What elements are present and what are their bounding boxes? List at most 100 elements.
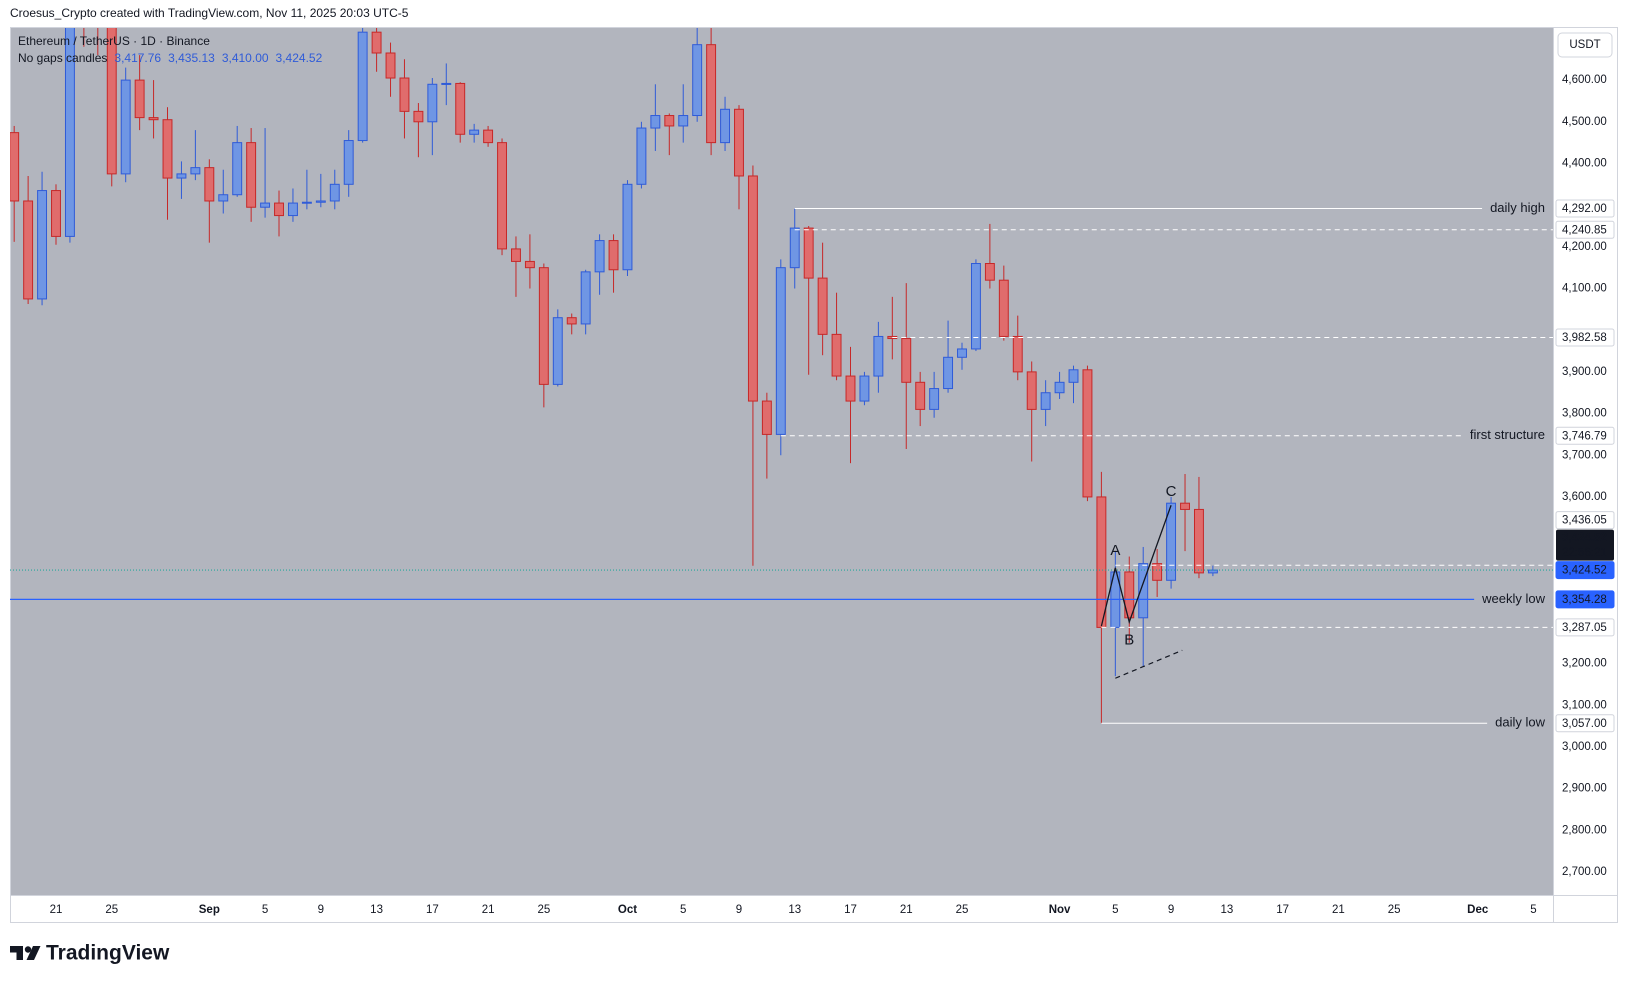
x-tick-label: 13	[788, 904, 801, 916]
level-text: daily high	[1490, 200, 1545, 215]
candle-body	[706, 44, 717, 144]
candle-body	[51, 190, 61, 237]
x-tick-label: 5	[1530, 904, 1536, 916]
currency[interactable]: USDT	[1569, 39, 1600, 51]
candle-body	[483, 129, 494, 144]
candle-body	[120, 79, 131, 175]
header-text: Croesus_Crypto created with TradingView.…	[10, 6, 409, 20]
pattern-label: A	[1110, 542, 1120, 559]
candle-body	[1193, 508, 1204, 574]
candle-body	[23, 200, 34, 300]
y-tick-label: 4,400.00	[1562, 158, 1607, 170]
x-tick-label: 21	[900, 904, 913, 916]
candle-body	[566, 317, 577, 325]
x-tick-label: 25	[1388, 904, 1401, 916]
x-tick-label: 9	[318, 904, 324, 916]
pattern-label: B	[1124, 632, 1134, 649]
price-label: 3,354.28	[1562, 594, 1607, 606]
candle-body	[524, 260, 535, 269]
candle-body	[775, 267, 786, 435]
candle-body	[497, 142, 507, 250]
price-label: 3,287.05	[1562, 622, 1607, 634]
candle-body	[1012, 335, 1023, 373]
x-tick-label: 5	[1112, 904, 1118, 916]
y-tick-label: 3,800.00	[1562, 408, 1607, 420]
pattern-dashed	[1115, 649, 1183, 679]
y-tick-label: 4,200.00	[1562, 241, 1607, 253]
candle-body	[441, 82, 452, 85]
x-tick-label: 21	[50, 904, 63, 916]
price-label: 3,424.52	[1562, 565, 1607, 577]
candle-body	[413, 110, 424, 123]
candle-body	[1180, 502, 1190, 510]
candle-body	[664, 115, 675, 127]
candle-body	[399, 77, 410, 112]
x-tick-label: Dec	[1467, 904, 1489, 916]
y-tick-label: 3,600.00	[1562, 491, 1607, 503]
currency-box[interactable]	[1557, 32, 1613, 58]
legend-value: 3,424.52	[276, 51, 323, 65]
candle-body	[1026, 371, 1037, 410]
pattern-label: C	[1166, 483, 1177, 500]
price-label: 3,746.79	[1562, 430, 1607, 442]
candle-body	[176, 173, 187, 179]
candle-body	[287, 202, 298, 217]
y-tick-label: 2,700.00	[1562, 866, 1607, 878]
candle-body	[1068, 369, 1079, 383]
candle-body	[148, 117, 159, 121]
price-label-box	[1555, 511, 1615, 530]
candle-body	[1124, 571, 1135, 619]
y-tick-label: 3,700.00	[1562, 449, 1607, 461]
y-tick-label: 3,000.00	[1562, 741, 1607, 753]
y-tick-label: 4,600.00	[1562, 74, 1607, 86]
candle-body	[106, 28, 117, 175]
candle-body	[943, 356, 954, 390]
candle-body	[1082, 369, 1093, 498]
x-tick-label: Nov	[1049, 904, 1071, 916]
candle-body	[678, 115, 689, 127]
price-label-box	[1555, 328, 1615, 347]
pattern-line	[1100, 505, 1172, 627]
legend-value: 3,410.00	[222, 51, 269, 65]
candle-body	[511, 248, 521, 262]
candle-body	[538, 267, 549, 385]
x-tick-label: 5	[680, 904, 686, 916]
candle-body	[260, 202, 271, 208]
x-tick-label: 9	[736, 904, 742, 916]
x-tick-label: 25	[537, 904, 550, 916]
candle-body	[970, 263, 981, 350]
candle-body	[734, 108, 744, 177]
x-tick-label: 13	[370, 904, 383, 916]
price-label-box	[1555, 561, 1615, 580]
x-tick-label: 9	[1168, 904, 1174, 916]
x-tick-label: 17	[1276, 904, 1289, 916]
candle-body	[1166, 502, 1177, 581]
candle-body	[10, 132, 20, 202]
x-tick-label: 21	[482, 904, 495, 916]
last-price-label: 3,424.52	[1562, 532, 1607, 544]
x-tick-label: 13	[1220, 904, 1233, 916]
last-price-box	[1556, 529, 1614, 561]
candle-body	[608, 240, 619, 271]
level-text: first structure	[1470, 427, 1545, 442]
candle-body	[803, 227, 814, 279]
price-label-box	[1555, 199, 1615, 218]
y-tick-label: 4,500.00	[1562, 116, 1607, 128]
candle-body	[37, 190, 48, 300]
price-label: 4,292.00	[1562, 203, 1607, 215]
candle-body	[761, 400, 772, 435]
footer-logo	[10, 946, 41, 960]
candle-body	[469, 129, 480, 135]
x-tick-label: 17	[426, 904, 439, 916]
candles	[10, 28, 1553, 724]
candle-body	[636, 127, 647, 185]
candle-body	[873, 335, 884, 377]
chart-title: Ethereum / TetherUS · 1D · Binance	[18, 34, 210, 48]
candle-body	[274, 202, 284, 217]
candle-body	[998, 279, 1009, 337]
candle-body	[957, 348, 967, 358]
y-tick-label: 2,800.00	[1562, 824, 1607, 836]
x-tick-label: 5	[262, 904, 268, 916]
candle-body	[1152, 563, 1163, 581]
candle-body	[915, 381, 926, 410]
